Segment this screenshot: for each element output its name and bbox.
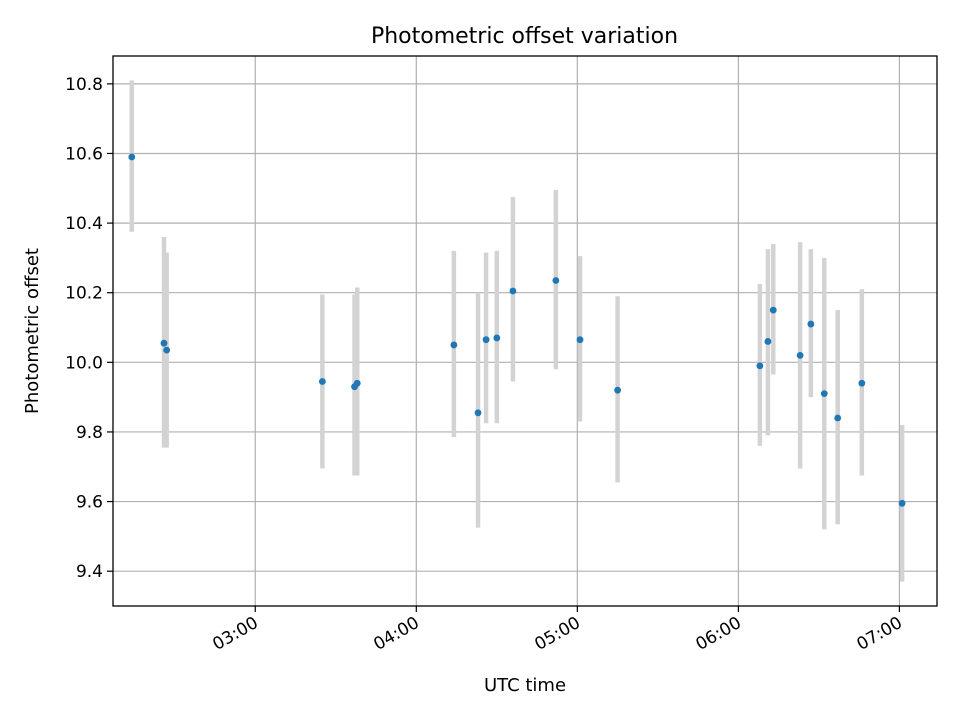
data-point	[482, 336, 490, 344]
data-point	[128, 153, 136, 161]
y-tick-label: 9.6	[76, 493, 103, 513]
data-point	[474, 409, 482, 417]
data-point	[807, 320, 815, 328]
x-axis-label: UTC time	[484, 675, 566, 696]
y-tick-label: 10.6	[65, 144, 103, 164]
data-point	[769, 306, 777, 314]
data-point	[756, 362, 764, 370]
data-point	[614, 386, 621, 394]
data-point	[834, 414, 842, 422]
data-point	[552, 277, 560, 284]
data-point	[493, 334, 501, 342]
y-tick-label: 9.4	[76, 562, 103, 582]
data-point	[796, 351, 804, 359]
y-axis-label: Photometric offset	[22, 248, 43, 414]
y-tick-label: 10.4	[65, 214, 103, 234]
y-tick-label: 10.2	[65, 284, 103, 304]
data-point	[898, 499, 906, 507]
data-point	[576, 336, 584, 344]
plot-frame	[112, 55, 938, 607]
data-point	[820, 390, 828, 398]
y-axis-ticks: 9.4 9.6 9.8 10.0 10.2 10.4 10.6 10.8	[65, 75, 113, 582]
data-points	[128, 153, 906, 507]
chart-title: Photometric offset variation	[371, 24, 678, 49]
data-point	[764, 338, 772, 345]
data-point	[509, 287, 517, 295]
data-point	[450, 341, 458, 349]
y-tick-label: 9.8	[76, 423, 103, 443]
y-tick-label: 10.0	[65, 353, 103, 373]
data-point	[160, 339, 168, 347]
data-point	[318, 378, 326, 385]
data-point	[858, 379, 866, 387]
data-point	[353, 379, 361, 387]
data-point	[163, 346, 171, 354]
y-tick-label: 10.8	[65, 75, 103, 95]
